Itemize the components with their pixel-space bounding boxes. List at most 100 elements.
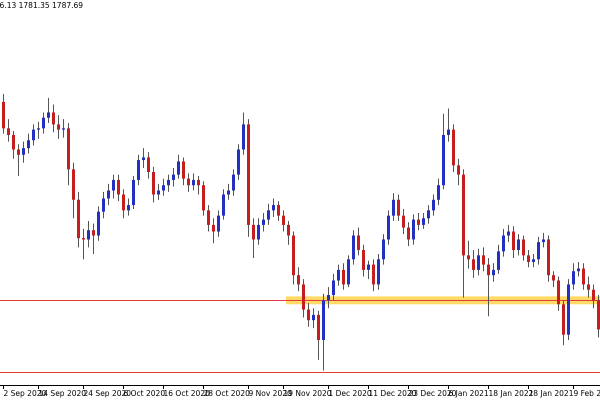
- candle-body: [567, 284, 570, 335]
- candle-body: [582, 268, 585, 285]
- candle-body: [522, 239, 525, 256]
- candle-body: [182, 161, 185, 179]
- candle-body: [337, 269, 340, 281]
- candle-body: [527, 255, 530, 262]
- x-tick-label: 14 Sep 2020: [39, 389, 87, 398]
- candle-body: [142, 157, 145, 161]
- candle-body: [307, 309, 310, 321]
- candle-body: [332, 280, 335, 296]
- candle-body: [77, 199, 80, 239]
- candle-body: [467, 255, 470, 260]
- candle-body: [372, 264, 375, 285]
- x-tick-label: 28 Oct 2020: [204, 389, 251, 398]
- candle-body: [382, 239, 385, 260]
- candle-body: [272, 205, 275, 211]
- candle-body: [7, 128, 10, 135]
- candle-body: [132, 179, 135, 206]
- candle-body: [407, 227, 410, 240]
- candle-body: [17, 149, 20, 155]
- candle-body: [222, 194, 225, 216]
- candle-body: [572, 271, 575, 285]
- candle-body: [217, 215, 220, 232]
- candle-body: [92, 230, 95, 236]
- candle-body: [12, 134, 15, 150]
- candle-body: [87, 230, 90, 240]
- candle-body: [202, 185, 205, 211]
- x-tick-label: 19 Nov 2020: [284, 389, 332, 398]
- candle-body: [547, 239, 550, 276]
- x-tick-label: 28 Jan 2021: [529, 389, 574, 398]
- candle-body: [417, 219, 420, 225]
- candle-body: [442, 134, 445, 186]
- candle-body: [472, 259, 475, 270]
- candle-body: [362, 250, 365, 270]
- candle-body: [587, 284, 590, 290]
- candle-body: [27, 140, 30, 149]
- candle-body: [497, 251, 500, 270]
- candle-body: [292, 235, 295, 276]
- candle-body: [57, 124, 60, 130]
- candle-body: [122, 194, 125, 211]
- candle-body: [377, 259, 380, 285]
- candle-body: [312, 314, 315, 321]
- candle-body: [72, 169, 75, 200]
- candle-body: [287, 224, 290, 236]
- candle-body: [102, 198, 105, 212]
- candle-body: [507, 231, 510, 236]
- candle-body: [447, 129, 450, 135]
- candle-body: [477, 255, 480, 270]
- candle-body: [167, 179, 170, 186]
- candle-body: [302, 284, 305, 310]
- candle-body: [347, 259, 350, 285]
- candle-body: [597, 300, 600, 330]
- candle-body: [502, 235, 505, 252]
- candle-body: [387, 215, 390, 240]
- candle-body: [317, 314, 320, 341]
- candle-body: [42, 117, 45, 129]
- candle-body: [147, 157, 150, 172]
- x-tick-label: 6 Jan 2021: [449, 389, 489, 398]
- candle-body: [512, 231, 515, 251]
- candle-body: [82, 238, 85, 240]
- candle-body: [577, 268, 580, 272]
- candle-body: [212, 224, 215, 232]
- candle-body: [242, 124, 245, 150]
- candle-body: [282, 215, 285, 225]
- candle-body: [352, 235, 355, 260]
- candle-body: [482, 255, 485, 265]
- candle-body: [392, 199, 395, 216]
- candle-body: [462, 174, 465, 256]
- x-tick-label: 16 Oct 2020: [164, 389, 211, 398]
- candle-body: [367, 264, 370, 270]
- candle-body: [2, 101, 5, 129]
- candle-body: [452, 129, 455, 166]
- candle-body: [252, 224, 255, 240]
- candle-body: [542, 239, 545, 243]
- candle-body: [517, 239, 520, 251]
- candle-body: [172, 174, 175, 180]
- candle-body: [457, 165, 460, 175]
- candle-body: [207, 210, 210, 225]
- candle-body: [487, 264, 490, 276]
- candle-body: [297, 275, 300, 285]
- candle-body: [197, 179, 200, 186]
- candle-body: [357, 235, 360, 251]
- x-tick-label: 9 Nov 2020: [249, 389, 292, 398]
- candle-body: [52, 112, 55, 125]
- candle-body: [97, 211, 100, 236]
- candle-body: [422, 218, 425, 225]
- candle-body: [397, 199, 400, 216]
- candle-body: [152, 171, 155, 195]
- candle-body: [432, 199, 435, 211]
- x-tick-label: 18 Jan 2021: [489, 389, 534, 398]
- candle-body: [342, 269, 345, 285]
- candle-body: [67, 128, 70, 170]
- x-tick-label: 6 Oct 2020: [124, 389, 166, 398]
- candle-body: [437, 185, 440, 200]
- candle-body: [552, 275, 555, 281]
- candle-body: [237, 149, 240, 175]
- x-tick-label: 11 Dec 2020: [369, 389, 417, 398]
- candle-body: [32, 129, 35, 141]
